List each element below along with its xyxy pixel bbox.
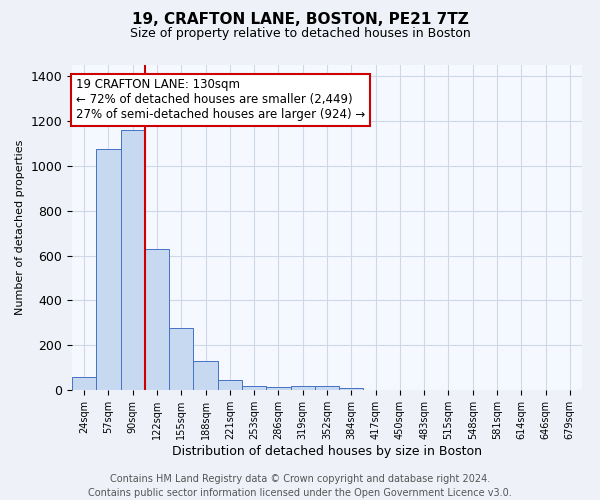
Y-axis label: Number of detached properties: Number of detached properties <box>15 140 25 315</box>
Bar <box>242 386 266 390</box>
X-axis label: Distribution of detached houses by size in Boston: Distribution of detached houses by size … <box>172 444 482 458</box>
Bar <box>315 386 339 390</box>
Bar <box>121 130 145 390</box>
Bar <box>96 149 121 390</box>
Bar <box>266 386 290 390</box>
Bar <box>169 328 193 390</box>
Text: Contains HM Land Registry data © Crown copyright and database right 2024.
Contai: Contains HM Land Registry data © Crown c… <box>88 474 512 498</box>
Bar <box>72 376 96 390</box>
Bar <box>218 380 242 390</box>
Bar <box>193 361 218 390</box>
Bar <box>339 388 364 390</box>
Text: 19, CRAFTON LANE, BOSTON, PE21 7TZ: 19, CRAFTON LANE, BOSTON, PE21 7TZ <box>131 12 469 28</box>
Text: 19 CRAFTON LANE: 130sqm
← 72% of detached houses are smaller (2,449)
27% of semi: 19 CRAFTON LANE: 130sqm ← 72% of detache… <box>76 78 365 122</box>
Bar <box>145 249 169 390</box>
Bar <box>290 386 315 390</box>
Text: Size of property relative to detached houses in Boston: Size of property relative to detached ho… <box>130 28 470 40</box>
